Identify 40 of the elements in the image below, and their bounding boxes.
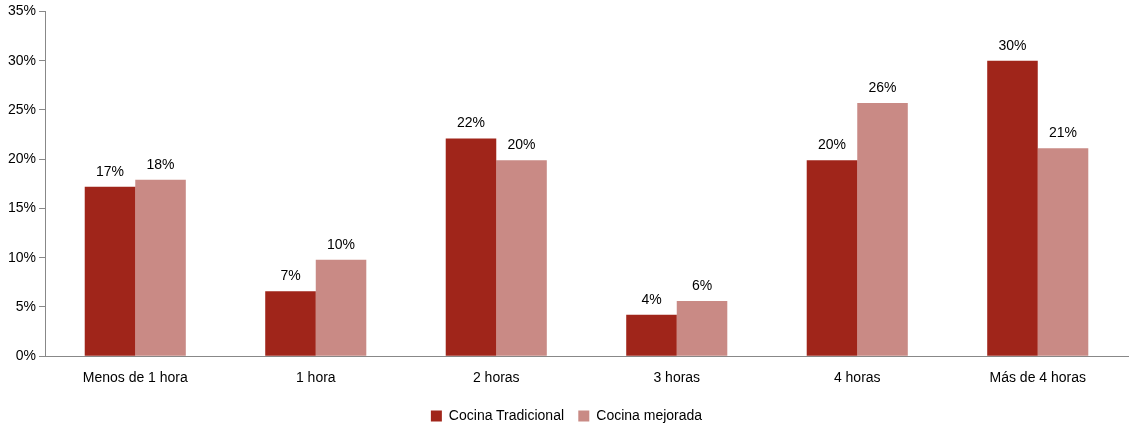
bar <box>496 160 547 356</box>
bar <box>84 186 136 356</box>
y-tick-label: 5% <box>15 297 37 314</box>
x-tick-label: 2 horas <box>472 369 520 386</box>
data-label: 22% <box>456 114 486 131</box>
data-label: 20% <box>507 136 536 153</box>
data-label: 7% <box>280 267 301 284</box>
y-tick-label: 35% <box>7 2 37 19</box>
bar <box>135 179 186 356</box>
data-label: 6% <box>691 276 713 293</box>
bar <box>676 301 728 356</box>
bar <box>857 103 908 356</box>
data-label: 30% <box>998 36 1027 53</box>
x-tick-label: Menos de 1 hora <box>82 369 189 386</box>
data-label: 17% <box>95 162 125 179</box>
x-tick-label: 3 horas <box>653 369 701 386</box>
bar <box>626 314 677 356</box>
y-tick-label: 30% <box>7 51 37 68</box>
y-tick-label: 25% <box>7 100 37 117</box>
x-tick-label: 1 hora <box>295 369 336 386</box>
legend-label: Cocina Tradicional <box>448 406 565 423</box>
data-label: 18% <box>146 155 175 172</box>
bar <box>315 259 367 356</box>
data-label: 4% <box>641 290 662 307</box>
legend-label: Cocina mejorada <box>596 406 703 423</box>
data-label: 20% <box>817 136 846 153</box>
x-tick-label: 4 horas <box>833 369 881 386</box>
bar <box>265 291 316 356</box>
y-tick-label: 10% <box>7 248 37 265</box>
x-tick-label: Más de 4 horas <box>989 369 1086 386</box>
data-label: 10% <box>327 235 356 252</box>
y-tick-label: 0% <box>15 347 37 364</box>
y-tick-label: 20% <box>7 150 37 167</box>
data-label: 26% <box>868 78 897 95</box>
bar <box>806 160 858 356</box>
y-tick-label: 15% <box>7 199 37 216</box>
bar <box>987 60 1038 356</box>
bar <box>1037 148 1089 356</box>
bar <box>445 138 497 356</box>
data-label: 21% <box>1049 124 1078 141</box>
